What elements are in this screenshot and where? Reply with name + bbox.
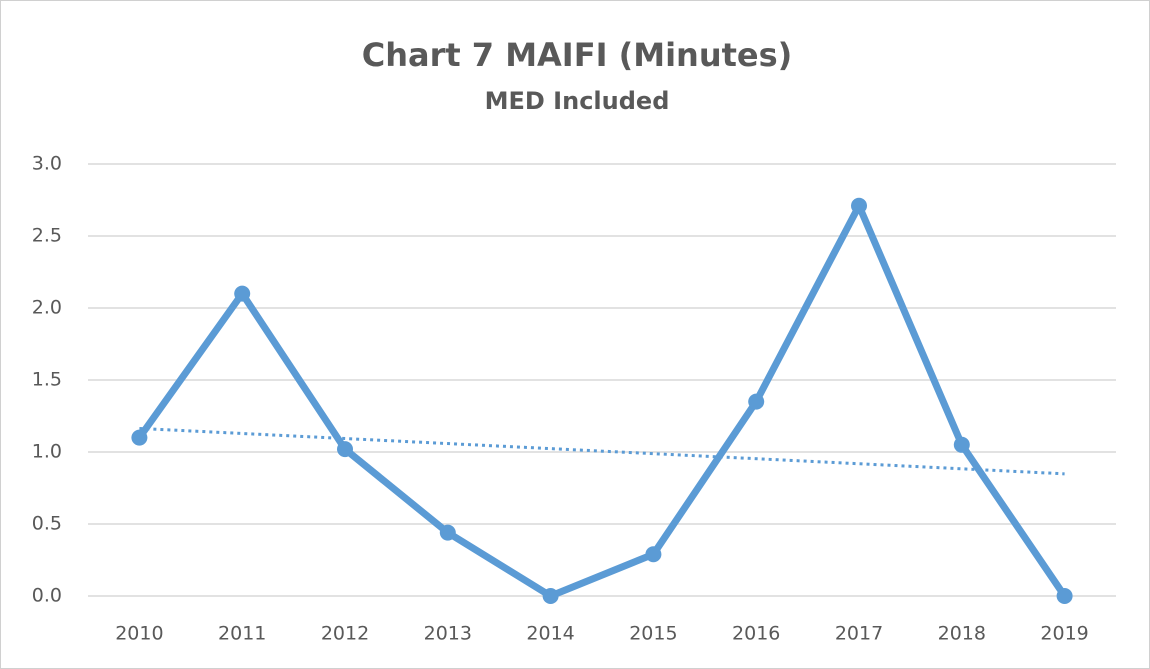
y-tick-label: 3.0 xyxy=(32,153,62,175)
trendline xyxy=(139,426,1065,476)
data-point xyxy=(131,429,148,446)
data-point xyxy=(645,546,662,563)
data-point xyxy=(234,285,251,302)
x-tick-label: 2010 xyxy=(115,623,163,645)
data-line xyxy=(136,202,1068,600)
x-tick-label: 2014 xyxy=(526,623,574,645)
x-tick-label: 2017 xyxy=(835,623,883,645)
data-point xyxy=(542,588,559,604)
data-point xyxy=(337,441,353,458)
x-tick-label: 2011 xyxy=(218,623,266,645)
y-tick-label: 2.0 xyxy=(32,297,62,319)
data-point xyxy=(1056,588,1073,604)
x-tick-label: 2016 xyxy=(732,623,780,645)
x-tick-label: 2012 xyxy=(321,623,369,645)
y-tick-label: 1.0 xyxy=(32,441,62,463)
chart-subtitle: MED Included xyxy=(485,87,670,115)
y-tick-label: 0.0 xyxy=(32,585,62,607)
data-point xyxy=(439,524,456,541)
data-point xyxy=(953,436,970,453)
data-point xyxy=(851,197,867,214)
x-tick-label: 2013 xyxy=(424,623,472,645)
chart-title: Chart 7 MAIFI (Minutes) xyxy=(362,36,793,74)
y-tick-label: 2.5 xyxy=(32,225,62,247)
y-tick-label: 1.5 xyxy=(32,369,62,391)
x-tick-label: 2018 xyxy=(938,623,986,645)
x-tick-label: 2019 xyxy=(1040,623,1088,645)
x-tick-label: 2015 xyxy=(629,623,677,645)
y-tick-label: 0.5 xyxy=(32,513,62,535)
data-point xyxy=(748,393,765,410)
